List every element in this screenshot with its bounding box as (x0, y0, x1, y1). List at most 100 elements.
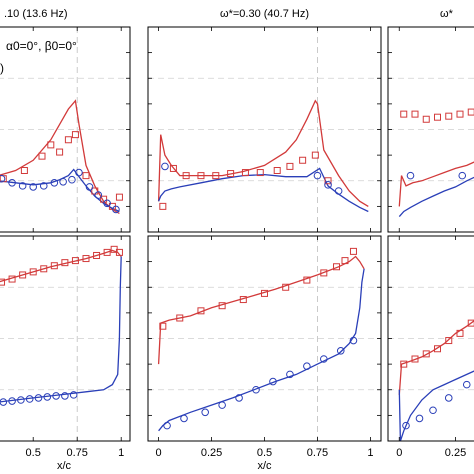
data-point-circle (458, 171, 467, 180)
data-point-square (261, 289, 268, 297)
plot-area (157, 99, 369, 213)
data-point-circle (334, 187, 343, 195)
data-point-square (197, 172, 205, 180)
series-line (398, 176, 474, 218)
data-point-square (197, 307, 205, 315)
data-point-circle (303, 362, 311, 370)
panel-bottom-left: 0.5 0.75 1 x/c (0, 235, 131, 472)
data-point-square (8, 275, 16, 283)
data-point-circle (163, 421, 171, 430)
series-line (398, 370, 474, 441)
data-point-circle (18, 182, 27, 190)
data-point-square (299, 156, 307, 164)
data-point-square (311, 151, 319, 159)
data-point-square (56, 148, 64, 156)
data-point-circle (68, 175, 76, 184)
panel-bottom-right: 0 0.25 (387, 235, 474, 459)
series-line (0, 256, 122, 403)
data-point-square (115, 193, 123, 201)
data-point-square (212, 172, 220, 180)
series-line (0, 249, 122, 283)
x-tick-label: 0.75 (307, 447, 328, 459)
data-point-circle (94, 191, 103, 199)
guide-lines (148, 236, 381, 441)
x-tick-label: 0.25 (201, 447, 222, 459)
plot-area (157, 247, 365, 432)
data-point-square (286, 162, 294, 170)
panel-annotation: ) (0, 61, 4, 75)
data-point-circle (34, 394, 43, 402)
data-point-square (29, 268, 37, 276)
data-point-square (182, 172, 190, 180)
data-point-circle (59, 177, 67, 186)
data-point-square (159, 202, 167, 210)
series-line (398, 320, 474, 395)
data-point-circle (43, 393, 52, 401)
x-tick-label: 0.25 (445, 447, 466, 459)
data-point-square (445, 112, 453, 120)
plot-area (0, 99, 123, 215)
x-tick-label: 0 (396, 447, 402, 459)
data-point-square (61, 259, 69, 267)
data-point-circle (0, 174, 6, 183)
data-point-circle (50, 179, 59, 187)
plot-area (398, 108, 474, 218)
data-point-square (103, 248, 111, 256)
data-point-circle (235, 394, 243, 402)
data-point-square (64, 136, 72, 144)
data-point-circle (25, 395, 34, 403)
data-point-circle (444, 394, 453, 402)
data-point-circle (269, 377, 277, 386)
x-tick-label: 1 (367, 447, 373, 459)
series-line (157, 167, 369, 213)
data-point-square (467, 319, 474, 327)
x-tick-label: 1 (118, 447, 124, 459)
guide-lines (0, 27, 130, 232)
data-point-circle (103, 199, 111, 208)
data-point-circle (349, 336, 358, 345)
data-point-circle (406, 171, 415, 180)
panel-bottom-middle: 0 0.25 0.5 0.75 1 x/c (147, 235, 382, 472)
data-point-square (176, 314, 184, 322)
data-point-square (273, 167, 281, 174)
data-point-square (422, 350, 430, 358)
data-point-square (303, 276, 311, 284)
data-point-circle (324, 181, 332, 189)
data-point-square (159, 322, 167, 330)
panel-top-right: ω* (387, 8, 474, 233)
data-point-square (218, 302, 226, 310)
x-tick-label: 0 (156, 447, 162, 459)
plot-area (0, 245, 123, 406)
x-axis-label: x/c (257, 460, 272, 472)
data-point-square (456, 329, 464, 337)
series-line (157, 99, 369, 207)
data-point-square (82, 172, 90, 180)
x-tick-label: 0.5 (257, 447, 272, 459)
data-point-circle (218, 401, 226, 409)
data-point-circle (462, 380, 471, 389)
data-point-circle (320, 355, 328, 363)
data-point-circle (286, 370, 294, 379)
data-point-square (0, 278, 6, 286)
data-point-circle (39, 182, 48, 190)
data-point-circle (29, 183, 38, 191)
panel-annotation: α0=0°, β0=0° (6, 39, 77, 53)
data-point-square (333, 263, 341, 271)
data-point-square (241, 169, 249, 177)
data-point-circle (180, 414, 188, 423)
data-point-square (400, 110, 408, 118)
data-point-circle (17, 396, 25, 404)
data-point-square (115, 248, 123, 256)
guide-lines (388, 77, 474, 182)
data-point-square (422, 115, 430, 123)
series-line (398, 161, 474, 207)
data-point-square (19, 271, 27, 279)
series-line (0, 99, 120, 215)
data-point-square (38, 152, 46, 160)
series-line (158, 268, 365, 432)
data-point-circle (313, 171, 322, 180)
data-point-square (456, 110, 464, 118)
data-point-square (349, 247, 357, 255)
data-point-circle (0, 398, 8, 406)
